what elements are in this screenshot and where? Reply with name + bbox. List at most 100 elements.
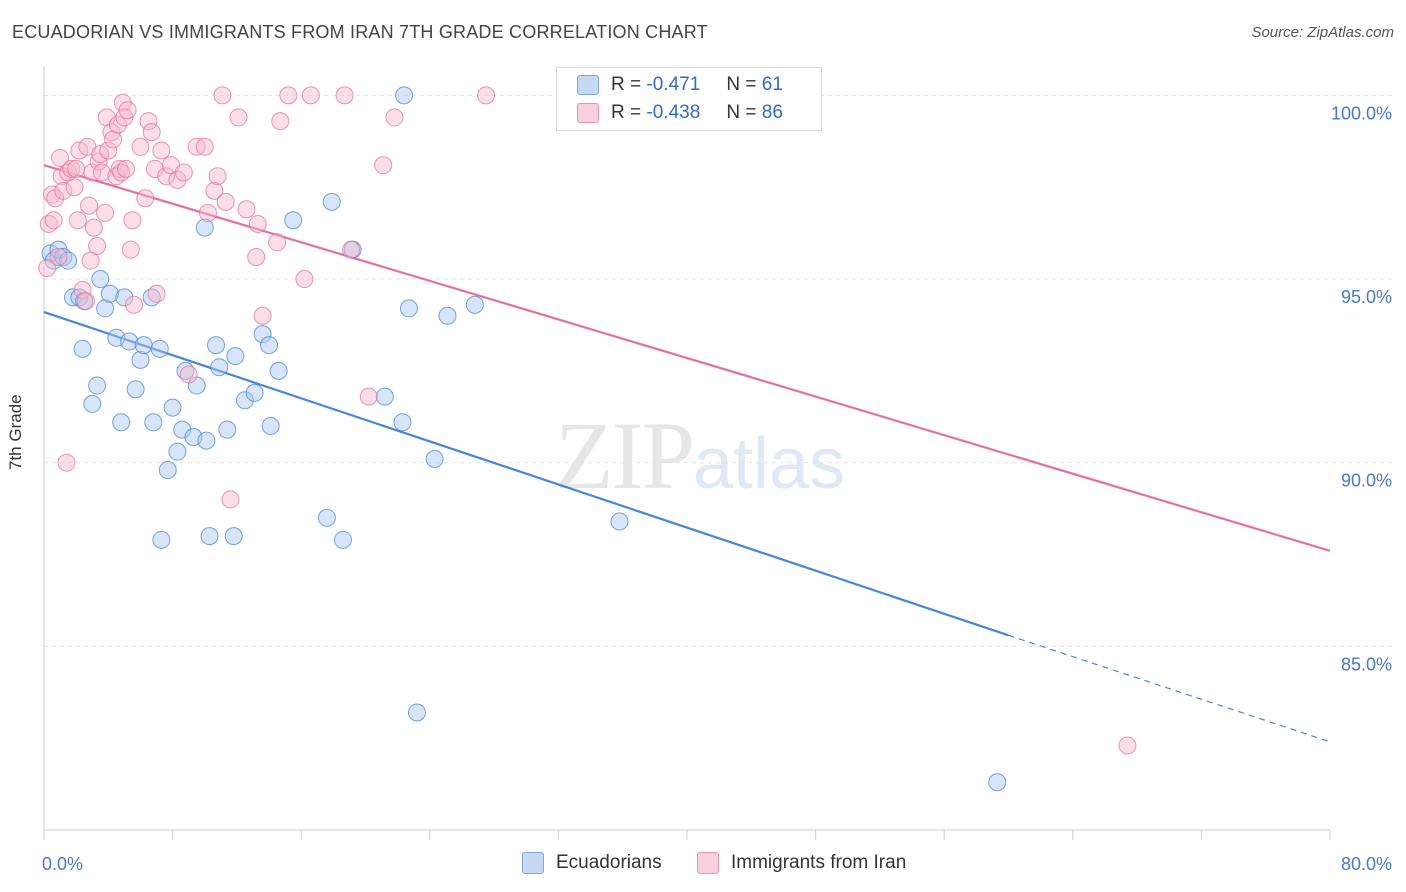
data-points (38, 86, 1137, 792)
point-ecuadorians (395, 86, 414, 105)
point-iran (57, 453, 76, 472)
point-iran (99, 141, 118, 160)
point-iran (208, 167, 227, 186)
point-iran (131, 137, 150, 156)
point-iran (253, 306, 272, 325)
legend-r-value: -0.471 (646, 74, 701, 95)
point-iran (237, 200, 256, 219)
point-iran (62, 159, 81, 178)
point-iran (205, 181, 224, 200)
point-ecuadorians (83, 394, 102, 413)
y-tick-label: 90.0% (1341, 471, 1392, 491)
legend-r-value: -0.438 (646, 102, 701, 123)
point-iran (221, 490, 240, 509)
legend-row-ecuadorians: R = -0.471 N = 61 (577, 74, 783, 96)
point-iran (147, 284, 166, 303)
legend-r-label: R = (611, 102, 642, 123)
series-swatch-iran (697, 852, 719, 874)
x-tick-label: 0.0% (42, 854, 83, 874)
point-iran (121, 240, 140, 259)
point-ecuadorians (91, 270, 110, 289)
point-iran (139, 112, 158, 131)
point-ecuadorians (150, 339, 169, 358)
point-ecuadorians (54, 248, 73, 266)
point-iran (335, 86, 354, 105)
series-label-iran: Immigrants from Iran (731, 852, 907, 873)
point-ecuadorians (207, 336, 226, 355)
point-iran (301, 86, 320, 105)
point-ecuadorians (112, 413, 131, 432)
point-ecuadorians (322, 192, 341, 211)
point-iran (216, 192, 235, 211)
point-ecuadorians (142, 288, 161, 307)
point-ecuadorians (173, 420, 192, 439)
series-legend-ecuadorians: Ecuadorians (522, 852, 662, 874)
chart-source: Source: ZipAtlas.com (1251, 24, 1394, 41)
point-iran (80, 196, 99, 215)
point-ecuadorians (988, 773, 1007, 792)
point-ecuadorians (176, 361, 195, 380)
point-ecuadorians (73, 339, 92, 358)
point-ecuadorians (407, 703, 426, 722)
point-iran (39, 214, 58, 233)
point-iran (271, 112, 290, 131)
x-tick-label: 80.0% (1341, 854, 1392, 874)
y-axis-label: 7th Grade (6, 394, 25, 470)
point-iran (198, 203, 217, 222)
point-iran (43, 185, 62, 204)
point-ecuadorians (235, 391, 254, 410)
point-ecuadorians (610, 512, 629, 531)
point-ecuadorians (100, 284, 119, 303)
point-iran (374, 156, 393, 175)
point-ecuadorians (226, 347, 245, 366)
point-iran (51, 148, 70, 167)
point-iran (38, 259, 57, 278)
point-iran (359, 387, 378, 406)
point-ecuadorians (224, 527, 243, 546)
trend-line-iran (43, 164, 1331, 552)
point-iran (179, 365, 198, 384)
legend-n-label: N = (726, 102, 757, 123)
point-iran (295, 270, 314, 289)
point-iran (279, 86, 298, 105)
point-ecuadorians (88, 376, 107, 395)
point-ecuadorians (195, 218, 214, 237)
series-legend-iran: Immigrants from Iran (697, 852, 906, 874)
point-iran (268, 233, 287, 252)
tick-labels: 100.0% 95.0% 90.0% 85.0% 0.0% 80.0% (42, 103, 1392, 874)
point-iran (76, 292, 95, 311)
point-iran (248, 214, 267, 233)
grid (44, 94, 1394, 647)
point-iran (67, 159, 86, 178)
point-ecuadorians (96, 299, 115, 318)
point-iran (195, 137, 214, 156)
point-ecuadorians (375, 387, 394, 406)
point-iran (247, 248, 266, 266)
legend-r-label: R = (611, 74, 642, 95)
trend-line-ecuadorians (43, 311, 1009, 637)
point-iran (92, 163, 111, 182)
chart-title: ECUADORIAN VS IMMIGRANTS FROM IRAN 7TH G… (12, 22, 708, 42)
legend-swatch-iran (577, 103, 599, 123)
point-iran (152, 141, 171, 160)
point-ecuadorians (218, 420, 237, 439)
point-ecuadorians (465, 295, 484, 314)
point-iran (1118, 736, 1137, 755)
point-iran (477, 86, 496, 105)
point-iran (49, 248, 68, 266)
point-ecuadorians (197, 431, 216, 450)
point-iran (102, 123, 121, 142)
series-swatch-ecuadorians (522, 852, 544, 874)
point-ecuadorians (317, 508, 336, 527)
legend-swatch-ecuadorians (577, 75, 599, 95)
point-iran (157, 167, 176, 186)
point-iran (118, 101, 137, 120)
point-iran (108, 115, 127, 134)
point-ecuadorians (260, 336, 279, 355)
point-ecuadorians (158, 461, 177, 480)
point-ecuadorians (44, 251, 63, 270)
point-ecuadorians (131, 350, 150, 369)
legend-n-value: 61 (761, 74, 783, 95)
y-tick-label: 95.0% (1341, 287, 1392, 307)
point-iran (84, 218, 103, 237)
